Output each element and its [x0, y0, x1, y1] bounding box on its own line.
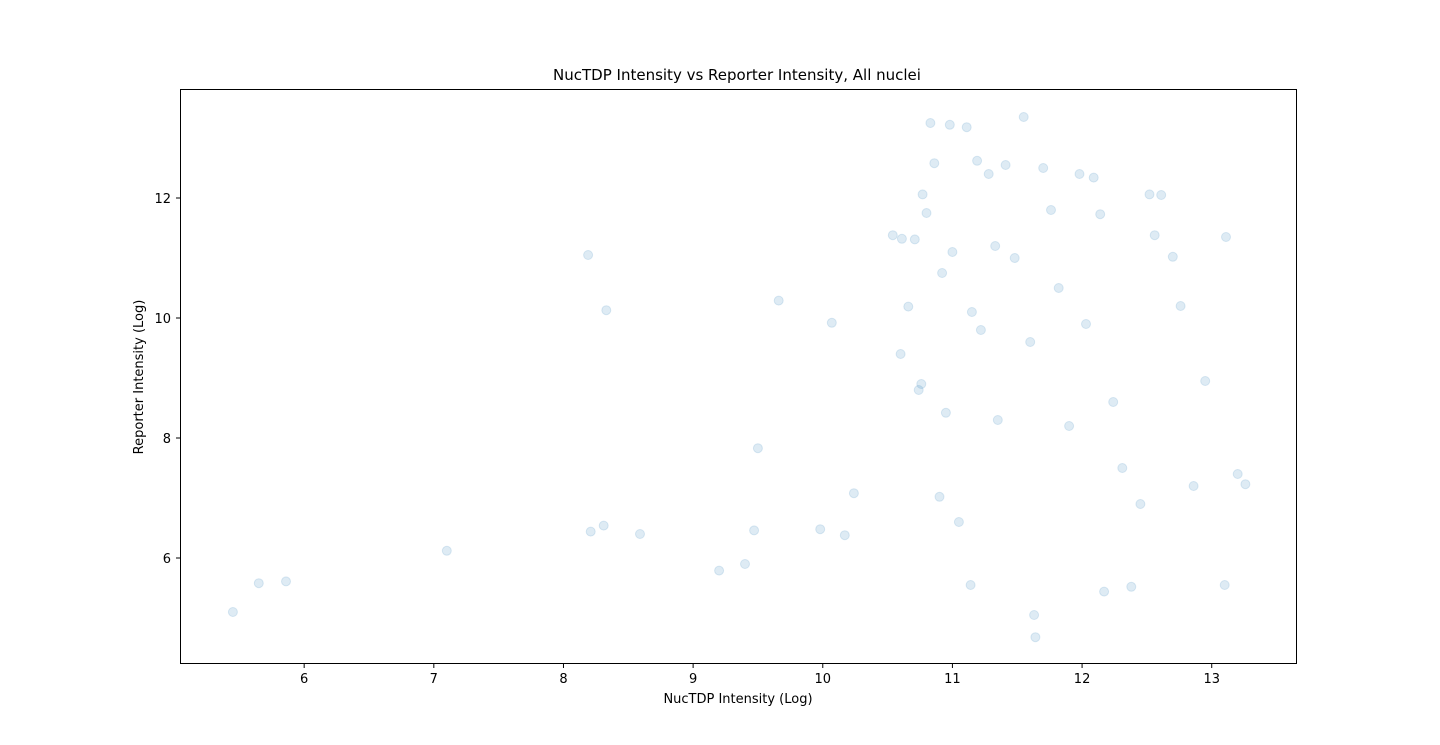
data-point: [1074, 169, 1085, 179]
points-layer: [227, 112, 1251, 643]
data-point: [917, 189, 928, 200]
y-tick-label: 10: [154, 312, 171, 327]
data-point: [1099, 586, 1110, 597]
data-point: [1126, 581, 1137, 592]
data-point: [1000, 160, 1011, 170]
data-point: [749, 525, 760, 536]
data-point: [940, 407, 951, 418]
data-point: [1064, 421, 1075, 431]
data-point: [896, 233, 907, 244]
data-point: [944, 119, 955, 130]
data-point: [1240, 479, 1251, 490]
data-point: [992, 415, 1003, 425]
data-point: [583, 250, 594, 260]
data-point: [1200, 376, 1211, 386]
data-point: [990, 241, 1001, 251]
y-tick-label: 8: [163, 432, 171, 447]
data-point: [895, 349, 906, 359]
data-point: [887, 230, 898, 241]
data-point: [1149, 230, 1160, 241]
data-point: [1025, 337, 1036, 347]
data-point: [1188, 481, 1199, 491]
y-axis-label: Reporter Intensity (Log): [132, 300, 147, 455]
data-point: [1175, 301, 1186, 311]
data-point: [598, 520, 609, 531]
x-tick-label: 9: [689, 672, 697, 687]
x-tick-label: 8: [559, 672, 567, 687]
data-point: [921, 208, 932, 218]
data-point: [1219, 580, 1230, 590]
plot-frame: [180, 89, 1297, 664]
data-point: [983, 169, 994, 179]
data-point: [972, 155, 983, 166]
data-point: [953, 517, 964, 527]
data-point: [916, 379, 927, 389]
data-point: [934, 491, 945, 502]
data-point: [1018, 112, 1029, 122]
data-point: [1046, 205, 1056, 215]
data-point: [909, 234, 920, 245]
data-point: [1156, 190, 1167, 200]
data-point: [815, 524, 826, 535]
chart-title: NucTDP Intensity vs Reporter Intensity, …: [553, 66, 921, 84]
data-point: [441, 545, 452, 556]
data-point: [740, 559, 750, 569]
data-point: [253, 578, 264, 589]
data-point: [965, 580, 976, 590]
x-tick-label: 13: [1203, 672, 1220, 687]
x-tick-label: 12: [1074, 672, 1091, 687]
data-point: [1038, 163, 1049, 173]
data-point: [1135, 499, 1146, 509]
data-point: [227, 607, 238, 617]
data-point: [773, 295, 784, 306]
data-point: [1108, 397, 1119, 407]
x-tick-label: 7: [430, 672, 438, 687]
data-point: [903, 301, 914, 312]
data-point: [1081, 319, 1091, 329]
data-point: [1095, 209, 1106, 220]
data-point: [1117, 463, 1128, 473]
data-point: [1009, 253, 1020, 263]
x-tick-label: 10: [814, 672, 831, 687]
data-point: [839, 530, 850, 541]
data-point: [601, 305, 612, 316]
data-point: [947, 247, 958, 257]
x-axis: 6 7 8 9 10 11 12 13: [300, 663, 1220, 687]
data-point: [848, 488, 859, 499]
data-point: [281, 576, 291, 587]
data-point: [826, 317, 837, 328]
data-point: [961, 122, 972, 133]
x-tick-label: 6: [300, 672, 308, 687]
y-axis: 6 8 10 12: [154, 192, 181, 567]
data-point: [752, 443, 763, 454]
data-point: [1029, 610, 1040, 620]
data-point: [966, 307, 977, 317]
x-tick-label: 11: [944, 672, 961, 687]
y-tick-label: 6: [163, 552, 171, 567]
data-point: [937, 268, 948, 278]
data-point: [1144, 189, 1155, 200]
data-point: [714, 565, 725, 576]
data-point: [925, 118, 936, 128]
data-point: [929, 158, 940, 169]
data-point: [635, 529, 645, 539]
y-tick-label: 12: [154, 192, 171, 207]
data-point: [1167, 251, 1178, 262]
data-point: [1053, 283, 1064, 293]
data-point: [975, 325, 986, 335]
data-point: [1232, 469, 1243, 479]
data-point: [913, 385, 924, 395]
data-point: [1221, 232, 1231, 242]
data-point: [585, 526, 596, 537]
x-axis-label: NucTDP Intensity (Log): [663, 692, 812, 707]
data-point: [1088, 172, 1099, 183]
data-point: [1030, 632, 1041, 643]
